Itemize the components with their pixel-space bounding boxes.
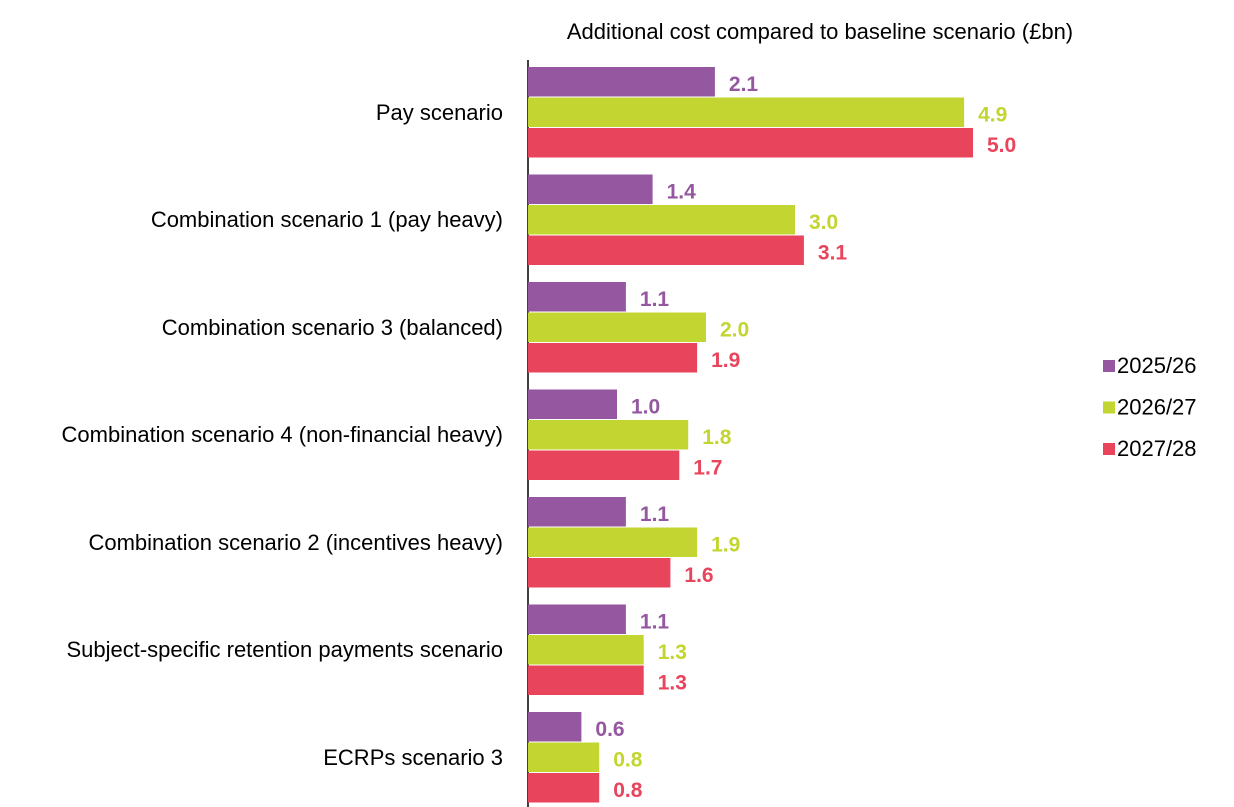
value-label: 0.8 [613,779,643,802]
category-label: Combination scenario 1 (pay heavy) [0,165,503,277]
bar [528,450,680,480]
category-text: Combination scenario 1 (pay heavy) [150,207,503,233]
value-label: 1.6 [684,564,713,587]
bar [528,128,973,158]
legend-swatch [1103,360,1115,372]
category-label: Combination scenario 4 (non-financial he… [0,380,503,492]
bar [528,174,653,204]
bar [528,558,671,588]
value-label: 3.0 [809,211,838,234]
legend-label: 2025/26 [1117,353,1197,378]
category-label: Combination scenario 2 (incentives heavy… [0,487,503,599]
bar [528,712,582,742]
value-label: 1.9 [711,349,740,372]
category-text: Subject-specific retention payments scen… [66,637,503,663]
category-text: Combination scenario 3 (balanced) [161,314,503,340]
value-label: 1.8 [702,426,732,449]
value-label: 2.1 [729,73,759,96]
value-label: 1.3 [658,641,687,664]
value-label: 1.9 [711,533,740,556]
value-label: 1.1 [640,610,670,633]
category-label: Subject-specific retention payments scen… [0,595,503,707]
bar [528,742,600,772]
value-label: 1.4 [667,180,697,203]
legend-label: 2026/27 [1117,394,1197,419]
value-label: 0.6 [595,718,624,741]
bar [528,420,689,450]
value-label: 1.0 [631,395,660,418]
category-text: ECRPs scenario 3 [323,744,503,770]
category-text: Combination scenario 4 (non-financial he… [61,422,503,448]
value-label: 1.7 [693,456,722,479]
bar [528,389,617,419]
category-text: Pay scenario [375,99,503,125]
bar [528,235,804,265]
value-label: 1.1 [640,503,670,526]
category-label: Pay scenario [0,57,503,169]
value-label: 4.9 [978,103,1007,126]
legend-swatch [1103,401,1115,414]
bar [528,604,626,634]
category-text: Combination scenario 2 (incentives heavy… [88,529,503,555]
bar [528,67,715,97]
bar [528,97,965,127]
chart-title: Additional cost compared to baseline sce… [567,19,1073,44]
bar [528,343,698,373]
category-label: Combination scenario 3 (balanced) [0,272,503,384]
bar [528,312,706,342]
value-label: 0.8 [613,748,643,771]
bar [528,527,698,557]
bar [528,282,626,312]
value-label: 5.0 [987,134,1016,157]
value-label: 1.3 [658,671,687,694]
bar [528,205,795,235]
bar [528,497,626,527]
category-label: ECRPs scenario 3 [0,702,503,807]
value-label: 1.1 [640,288,670,311]
legend-swatch [1103,443,1115,455]
bar [528,773,600,803]
legend-label: 2027/28 [1117,436,1197,461]
bar [528,665,644,695]
value-label: 3.1 [818,241,848,264]
value-label: 2.0 [720,318,749,341]
bar [528,635,644,665]
